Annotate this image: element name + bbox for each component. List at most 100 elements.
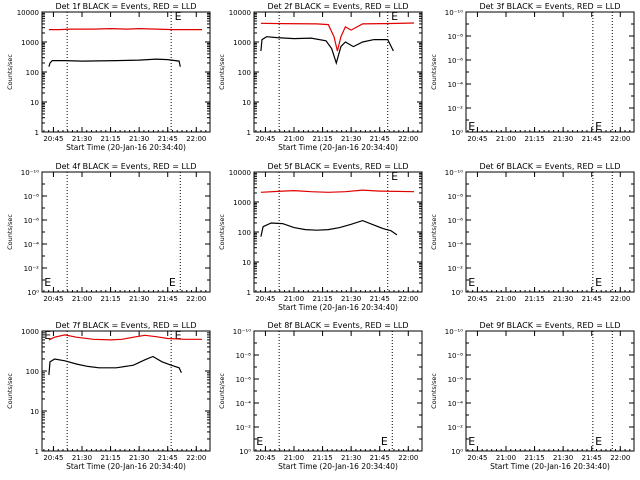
- x-tick-label: 21:15: [312, 135, 332, 143]
- y-tick-label: 1: [35, 129, 39, 137]
- y-tick-label: 10⁻⁶: [448, 217, 464, 225]
- y-tick-label: 10⁰: [451, 448, 463, 456]
- y-tick-label: 10000: [17, 9, 39, 17]
- events-series-line: [260, 36, 394, 66]
- detector-plot-5: Det 5f BLACK = Events, RED = LLD 1 10 100 10…: [218, 162, 423, 312]
- y-axis-label: Counts/sec: [218, 214, 226, 250]
- e-marker: E: [595, 276, 602, 289]
- e-marker: E: [391, 10, 398, 23]
- x-tick-label: 22:00: [186, 295, 206, 303]
- detector-plot-7: Det 7f BLACK = Events, RED = LLD 1 10 100 10…: [6, 321, 211, 471]
- x-tick-label: 22:00: [398, 135, 418, 143]
- x-tick-label: 20:45: [255, 135, 275, 143]
- y-tick-label: 100: [26, 69, 39, 77]
- y-tick-label: 1: [247, 129, 251, 137]
- y-tick-label: 1000: [233, 199, 251, 207]
- y-tick-label: 10⁻¹⁰: [445, 328, 463, 336]
- x-tick-label: 21:15: [100, 454, 120, 462]
- x-tick-label: 21:15: [524, 295, 544, 303]
- y-tick-label: 10⁰: [239, 448, 251, 456]
- y-tick-label: 10⁻¹⁰: [445, 9, 463, 17]
- x-tick-label: 21:00: [496, 135, 516, 143]
- y-tick-label: 10⁻²: [448, 105, 464, 113]
- x-axis-label: Start Time (20-Jan-16 20:34:40): [490, 462, 610, 471]
- y-tick-label: 100: [26, 368, 39, 376]
- events-series-line: [260, 219, 398, 237]
- plot-title: Det 8f BLACK = Events, RED = LLD: [267, 321, 408, 330]
- x-tick-label: 21:15: [312, 295, 332, 303]
- e-marker: E: [595, 120, 602, 133]
- x-tick-label: 21:00: [284, 454, 304, 462]
- x-tick-label: 21:30: [72, 135, 92, 143]
- y-tick-label: 10⁻²: [448, 424, 464, 432]
- x-axis-label: Start Time (20-Jan-16 20:34:40): [66, 462, 186, 471]
- y-tick-label: 10: [30, 408, 39, 416]
- x-tick-label: 20:45: [255, 454, 275, 462]
- y-tick-label: 10⁻¹⁰: [445, 169, 463, 177]
- x-tick-label: 21:45: [158, 135, 178, 143]
- plot-title: Det 6f BLACK = Events, RED = LLD: [479, 162, 620, 171]
- lld-series-line: [48, 27, 202, 31]
- x-tick-label: 21:30: [129, 295, 149, 303]
- x-tick-label: 21:45: [582, 135, 602, 143]
- y-tick-label: 1000: [21, 39, 39, 47]
- x-tick-label: 21:30: [72, 454, 92, 462]
- y-tick-label: 10⁻⁴: [448, 400, 464, 408]
- y-tick-label: 1000: [21, 328, 39, 336]
- e-marker: E: [381, 435, 388, 448]
- plot-title: Det 9f BLACK = Events, RED = LLD: [479, 321, 620, 330]
- y-tick-label: 10: [242, 259, 251, 267]
- y-axis-label: Counts/sec: [6, 373, 14, 409]
- x-tick-label: 22:00: [186, 135, 206, 143]
- x-tick-label: 21:45: [370, 135, 390, 143]
- events-series-line: [48, 58, 181, 67]
- detector-plot-8: Det 8f BLACK = Events, RED = LLD 10⁰ 10⁻² 1…: [218, 321, 423, 471]
- y-tick-label: 10: [30, 99, 39, 107]
- x-axis-label: Start Time (20-Jan-16 20:34:40): [278, 143, 398, 152]
- e-marker: E: [468, 276, 475, 289]
- e-marker: E: [468, 435, 475, 448]
- y-axis-label: Counts/sec: [218, 54, 226, 90]
- y-tick-label: 100: [238, 69, 251, 77]
- y-tick-label: 10000: [229, 9, 251, 17]
- y-axis-label: Counts/sec: [430, 214, 438, 250]
- lld-series-line: [48, 334, 202, 341]
- plot-title: Det 1f BLACK = Events, RED = LLD: [55, 2, 196, 11]
- x-tick-label: 21:30: [341, 135, 361, 143]
- detector-plot-6: Det 6f BLACK = Events, RED = LLD 10⁰ 10⁻² 1…: [430, 162, 635, 303]
- detector-plot-2: Det 2f BLACK = Events, RED = LLD 1 10 100 10…: [218, 2, 423, 152]
- y-tick-label: 10: [242, 99, 251, 107]
- e-marker: E: [169, 276, 176, 289]
- x-tick-label: 20:45: [43, 295, 63, 303]
- e-marker: E: [595, 435, 602, 448]
- y-tick-label: 10⁻⁶: [236, 376, 252, 384]
- x-tick-label: 21:00: [496, 295, 516, 303]
- x-axis-label: Start Time (20-Jan-16 20:34:40): [278, 303, 398, 312]
- detector-plot-1: Det 1f BLACK = Events, RED = LLD 1 10 100 10…: [6, 2, 211, 152]
- y-tick-label: 10⁻⁸: [236, 352, 252, 360]
- y-tick-label: 10⁻⁸: [24, 193, 40, 201]
- x-tick-label: 21:00: [72, 295, 92, 303]
- y-axis-label: Counts/sec: [218, 373, 226, 409]
- x-tick-label: 21:45: [158, 454, 178, 462]
- x-tick-label: 21:45: [158, 295, 178, 303]
- x-tick-label: 21:30: [553, 454, 573, 462]
- x-tick-label: 22:00: [398, 454, 418, 462]
- y-tick-label: 10⁻⁴: [448, 81, 464, 89]
- x-tick-label: 21:30: [553, 135, 573, 143]
- x-tick-label: 21:00: [496, 454, 516, 462]
- x-axis-label: Start Time (20-Jan-16 20:34:40): [278, 462, 398, 471]
- x-tick-label: 21:30: [341, 454, 361, 462]
- y-tick-label: 10⁻⁸: [448, 352, 464, 360]
- x-tick-label: 21:15: [100, 135, 120, 143]
- plot-title: Det 4f BLACK = Events, RED = LLD: [55, 162, 196, 171]
- x-tick-label: 22:00: [610, 135, 630, 143]
- x-tick-label: 20:45: [467, 135, 487, 143]
- y-tick-label: 100: [238, 229, 251, 237]
- y-axis-label: Counts/sec: [430, 373, 438, 409]
- detector-plot-9: Det 9f BLACK = Events, RED = LLD 10⁰ 10⁻² 1…: [430, 321, 635, 471]
- plot-frame: [41, 330, 211, 452]
- y-axis-label: Counts/sec: [430, 54, 438, 90]
- y-axis-label: Counts/sec: [6, 54, 14, 90]
- e-marker: E: [44, 329, 51, 342]
